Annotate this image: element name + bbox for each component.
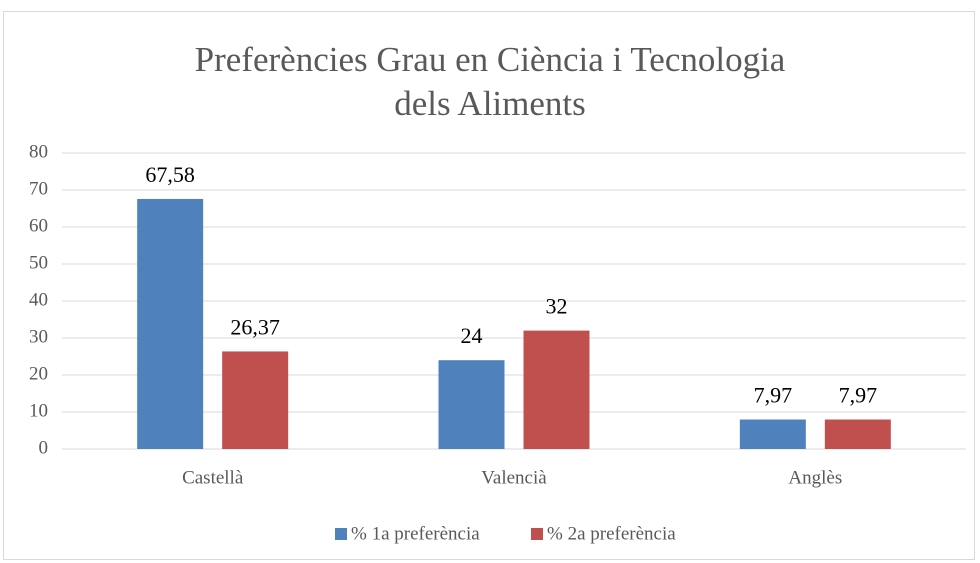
y-tick-label: 30 bbox=[29, 326, 48, 347]
data-label: 24 bbox=[461, 323, 483, 348]
x-tick-label: Castellà bbox=[182, 467, 244, 488]
x-tick-label: Anglès bbox=[788, 467, 842, 488]
bar bbox=[824, 419, 891, 449]
y-tick-label: 50 bbox=[29, 252, 48, 273]
data-label: 32 bbox=[546, 294, 568, 319]
bar bbox=[739, 419, 806, 449]
data-label: 7,97 bbox=[839, 383, 878, 408]
y-tick-label: 20 bbox=[29, 363, 48, 384]
y-tick-label: 10 bbox=[29, 400, 48, 421]
chart-title: Preferències Grau en Ciència i Tecnologi… bbox=[194, 40, 786, 123]
y-tick-label: 80 bbox=[29, 141, 48, 162]
y-tick-label: 60 bbox=[29, 215, 48, 236]
legend-swatch bbox=[335, 528, 347, 540]
legend-label: % 2a preferència bbox=[547, 523, 676, 544]
data-label: 26,37 bbox=[230, 314, 280, 339]
y-tick-label: 0 bbox=[39, 437, 49, 458]
data-label: 7,97 bbox=[754, 383, 793, 408]
y-tick-label: 40 bbox=[29, 289, 48, 310]
bar bbox=[523, 330, 590, 449]
bar bbox=[222, 351, 289, 449]
bar bbox=[438, 360, 505, 449]
x-tick-label: Valencià bbox=[481, 467, 547, 488]
data-label: 67,58 bbox=[145, 162, 195, 187]
bar bbox=[137, 198, 204, 449]
y-tick-label: 70 bbox=[29, 178, 48, 199]
legend-swatch bbox=[531, 528, 543, 540]
legend-label: % 1a preferència bbox=[351, 523, 480, 544]
